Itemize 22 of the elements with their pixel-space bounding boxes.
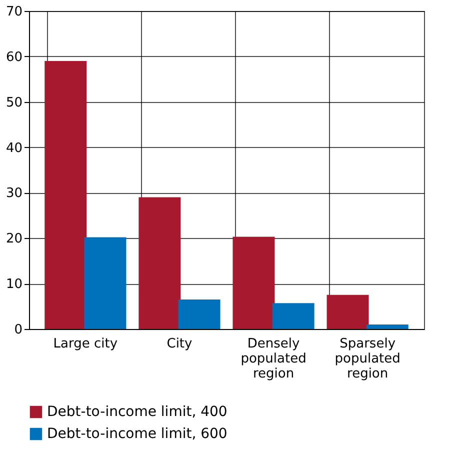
y-tick-label: 30	[6, 186, 22, 202]
bar	[232, 236, 275, 329]
x-tick-label: Large city	[53, 336, 118, 352]
y-tick-label: 20	[6, 232, 22, 247]
bar	[326, 294, 369, 329]
x-tick-label: City	[166, 336, 193, 352]
y-tick-label: 40	[6, 140, 22, 156]
y-tick-label: 10	[6, 277, 22, 292]
bar	[138, 197, 181, 329]
y-tick-label: 60	[6, 50, 22, 65]
legend-label: Debt-to-income limit, 600	[47, 426, 228, 442]
y-tick-label: 50	[6, 95, 22, 110]
bar	[272, 303, 314, 329]
bar	[84, 237, 126, 329]
bar	[178, 299, 220, 329]
x-tick-label: Sparsely populated region	[334, 336, 400, 382]
y-tick-label: 70	[6, 4, 22, 20]
x-tick-label: Densely populated region	[240, 336, 306, 382]
bar	[44, 60, 87, 329]
bar	[366, 324, 408, 329]
y-tick-label: 0	[14, 322, 22, 338]
legend-label: Debt-to-income limit, 400	[47, 404, 228, 420]
